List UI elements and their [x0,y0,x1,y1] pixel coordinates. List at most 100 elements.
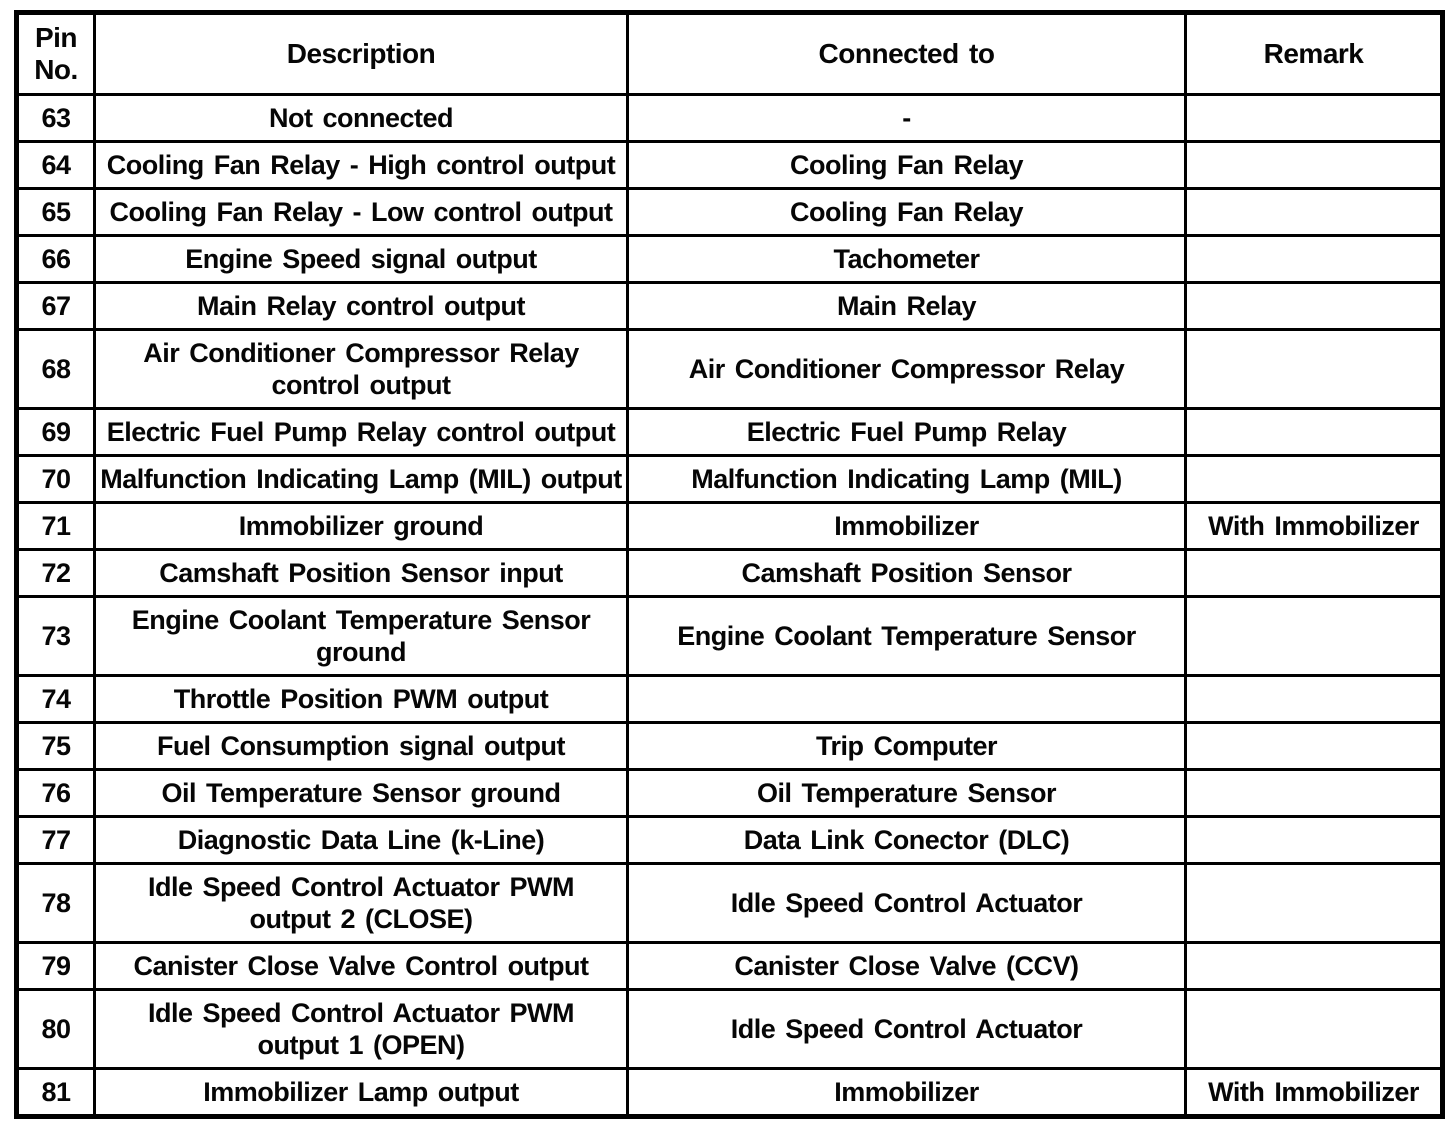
pin-cell: 65 [15,187,96,237]
table-row: 66 Engine Speed signal output Tachometer [15,234,1444,284]
table-row: 75 Fuel Consumption signal output Trip Com… [15,721,1444,771]
remark-cell [1184,768,1444,818]
pin-cell: 81 [15,1067,96,1118]
pin-cell: 75 [15,721,96,771]
connected-to-cell: Idle Speed Control Actuator [626,862,1187,944]
remark-cell [1184,595,1444,677]
description-cell: Not connected [93,93,629,143]
description-cell: Diagnostic Data Line (k-Line) [93,815,629,865]
pin-assignment-table: Pin No. Description Connected to Remark … [14,10,1445,1119]
description-cell: Engine Coolant Temperature Sensor ground [93,595,629,677]
remark-cell [1184,815,1444,865]
table-row: 69 Electric Fuel Pump Relay control outpu… [15,407,1444,457]
table-row: 63 Not connected - [15,93,1444,143]
remark-header: Remark [1184,11,1444,96]
table-row: 67 Main Relay control output Main Relay [15,281,1444,331]
description-cell: Cooling Fan Relay - High control output [93,140,629,190]
table-row: 76 Oil Temperature Sensor ground Oil Tempe… [15,768,1444,818]
description-cell: Throttle Position PWM output [93,674,629,724]
remark-cell [1184,140,1444,190]
description-cell: Canister Close Valve Control output [93,941,629,991]
description-cell: Malfunction Indicating Lamp (MIL) output [93,454,629,504]
remark-cell [1184,454,1444,504]
remark-cell: With Immobilizer [1184,501,1444,551]
connected-to-cell: Immobilizer [626,1067,1187,1118]
pin-cell: 76 [15,768,96,818]
pin-cell: 74 [15,674,96,724]
description-cell: Fuel Consumption signal output [93,721,629,771]
connected-to-cell: Oil Temperature Sensor [626,768,1187,818]
pin-cell: 73 [15,595,96,677]
remark-cell [1184,93,1444,143]
remark-cell [1184,721,1444,771]
description-cell: Immobilizer Lamp output [93,1067,629,1118]
pin-cell: 64 [15,140,96,190]
remark-cell [1184,234,1444,284]
pin-cell: 66 [15,234,96,284]
connected-to-cell: Air Conditioner Compressor Relay [626,328,1187,410]
pin-cell: 78 [15,862,96,944]
table-row: 81 Immobilizer Lamp output Immobilizer With… [15,1067,1444,1118]
connected-to-cell [626,674,1187,724]
table-row: 65 Cooling Fan Relay - Low control output… [15,187,1444,237]
connected-to-cell: Cooling Fan Relay [626,187,1187,237]
description-cell: Cooling Fan Relay - Low control output [93,187,629,237]
table-row: 64 Cooling Fan Relay - High control outpu… [15,140,1444,190]
connected-to-cell: Trip Computer [626,721,1187,771]
connected-to-cell: Data Link Conector (DLC) [626,815,1187,865]
table-row: 80 Idle Speed Control Actuator PWM output… [15,988,1444,1070]
remark-cell [1184,674,1444,724]
connected-to-cell: Immobilizer [626,501,1187,551]
remark-cell: With Immobilizer [1184,1067,1444,1118]
table-row: 72 Camshaft Position Sensor input Camshaft… [15,548,1444,598]
description-cell: Main Relay control output [93,281,629,331]
pin-cell: 63 [15,93,96,143]
table-header: Pin No. Description Connected to Remark [15,11,1444,96]
connected-to-cell: Camshaft Position Sensor [626,548,1187,598]
pin-cell: 68 [15,328,96,410]
remark-cell [1184,407,1444,457]
connected-to-cell: Idle Speed Control Actuator [626,988,1187,1070]
connected-to-cell: Malfunction Indicating Lamp (MIL) [626,454,1187,504]
remark-cell [1184,862,1444,944]
description-cell: Electric Fuel Pump Relay control output [93,407,629,457]
description-cell: Air Conditioner Compressor Relay control… [93,328,629,410]
remark-cell [1184,187,1444,237]
description-cell: Immobilizer ground [93,501,629,551]
table-row: 74 Throttle Position PWM output [15,674,1444,724]
connected-to-cell: - [626,93,1187,143]
description-header: Description [93,11,629,96]
description-cell: Idle Speed Control Actuator PWM output 2… [93,862,629,944]
pin-cell: 79 [15,941,96,991]
remark-cell [1184,941,1444,991]
pin-cell: 69 [15,407,96,457]
remark-cell [1184,328,1444,410]
pin-table-body: 63 Not connected -64 Cooling Fan Relay - Hi… [15,93,1444,1118]
header-row: Pin No. Description Connected to Remark [15,11,1444,96]
table-row: 73 Engine Coolant Temperature Sensor grou… [15,595,1444,677]
table-row: 70 Malfunction Indicating Lamp (MIL) outp… [15,454,1444,504]
remark-cell [1184,988,1444,1070]
pin-no-header: Pin No. [15,11,96,96]
connected-to-cell: Tachometer [626,234,1187,284]
pin-cell: 67 [15,281,96,331]
remark-cell [1184,281,1444,331]
pin-cell: 80 [15,988,96,1070]
pin-cell: 70 [15,454,96,504]
connected-to-cell: Electric Fuel Pump Relay [626,407,1187,457]
pin-cell: 72 [15,548,96,598]
description-cell: Engine Speed signal output [93,234,629,284]
table-row: 79 Canister Close Valve Control output Can… [15,941,1444,991]
table-row: 71 Immobilizer ground Immobilizer With Immo… [15,501,1444,551]
remark-cell [1184,548,1444,598]
connected-to-cell: Canister Close Valve (CCV) [626,941,1187,991]
connected-to-cell: Main Relay [626,281,1187,331]
description-cell: Camshaft Position Sensor input [93,548,629,598]
description-cell: Oil Temperature Sensor ground [93,768,629,818]
table-row: 77 Diagnostic Data Line (k-Line) Data Link… [15,815,1444,865]
pin-cell: 77 [15,815,96,865]
table-row: 78 Idle Speed Control Actuator PWM output… [15,862,1444,944]
connected-to-cell: Cooling Fan Relay [626,140,1187,190]
pin-cell: 71 [15,501,96,551]
